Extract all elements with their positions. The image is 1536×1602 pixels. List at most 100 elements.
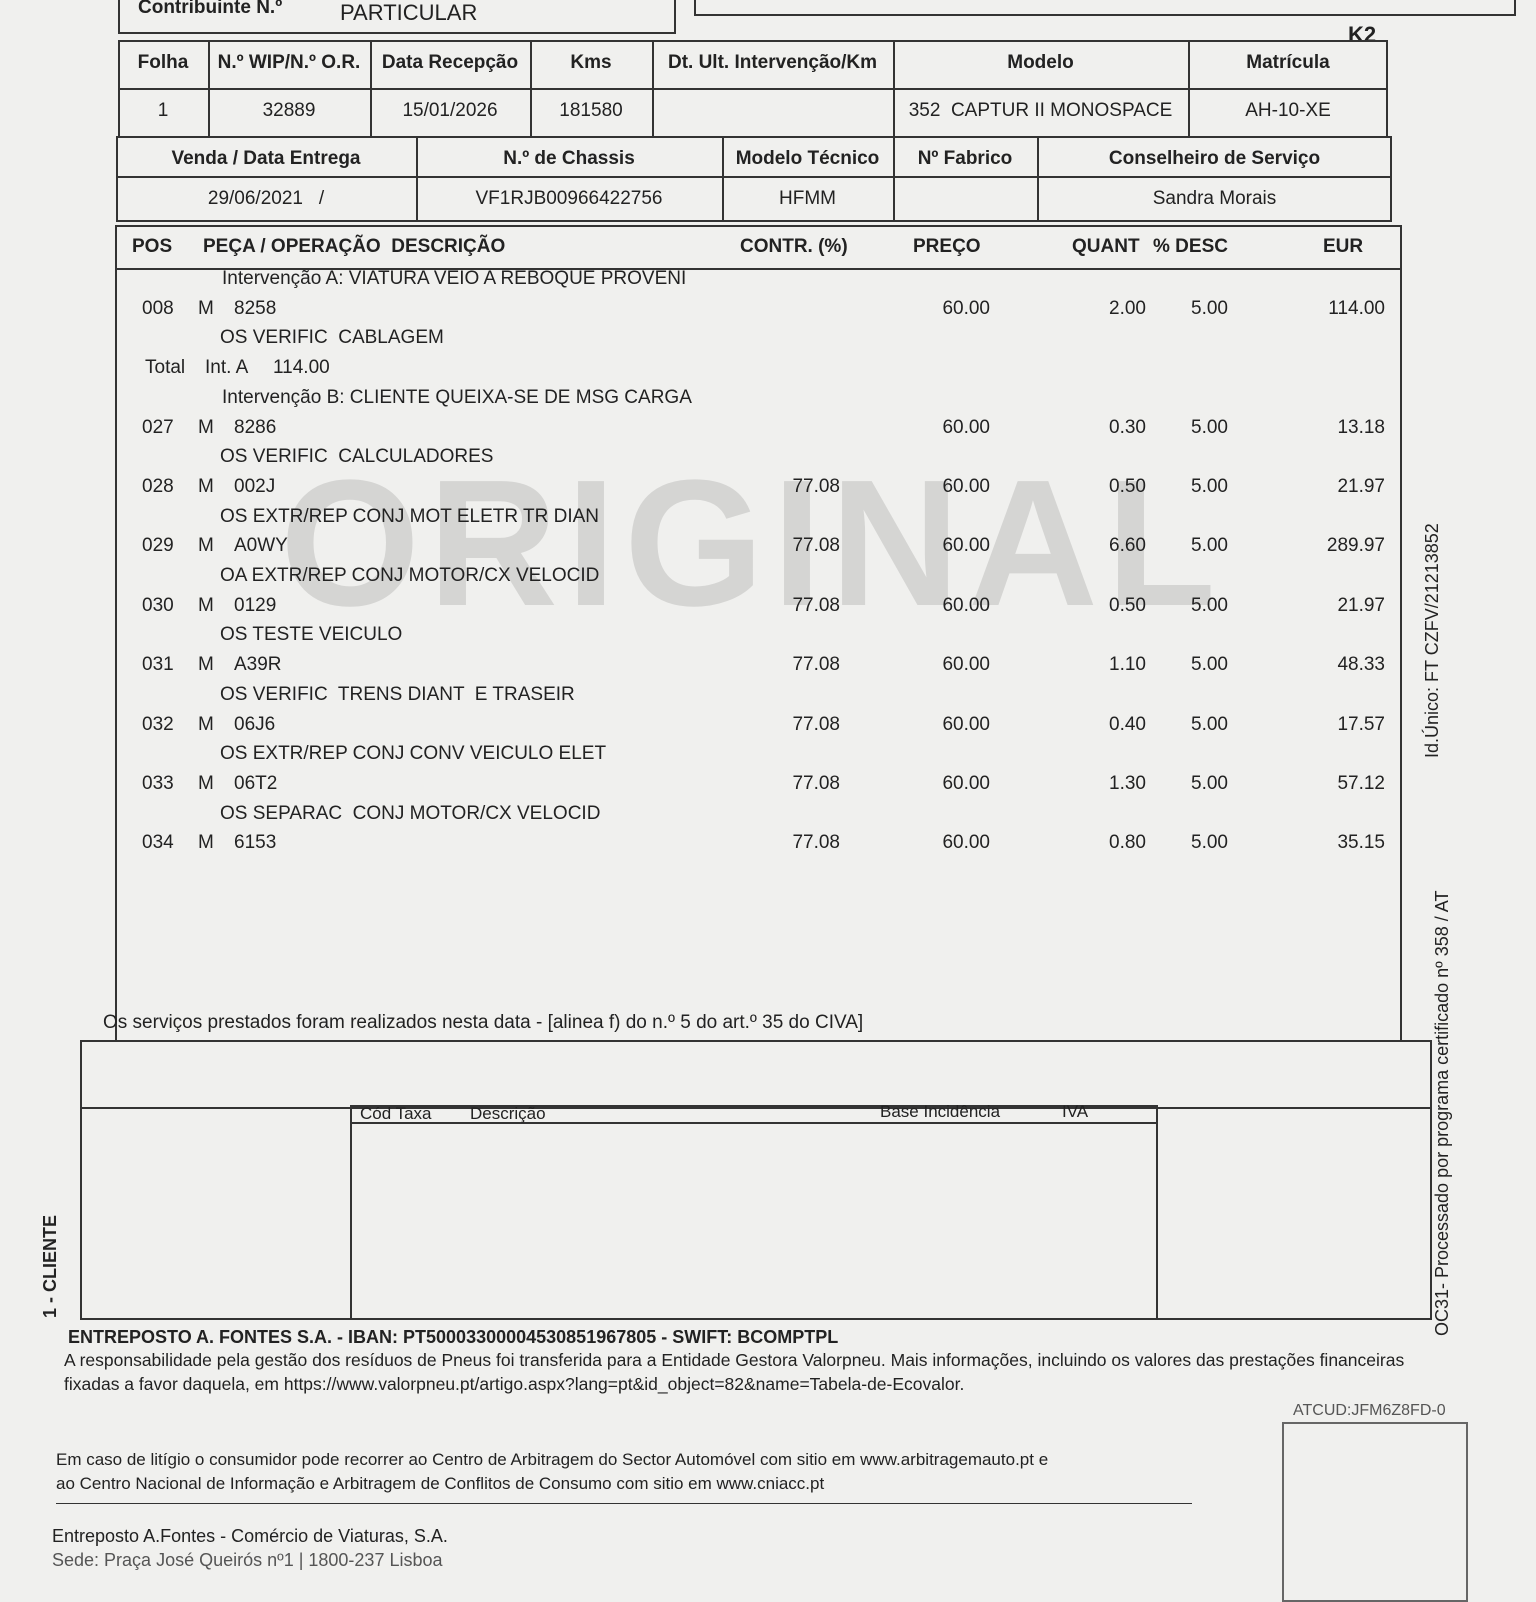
line-pos: 008 bbox=[142, 297, 174, 319]
line-code: A0WY bbox=[234, 535, 288, 557]
valorpneu-text: A responsabilidade pela gestão dos resíd… bbox=[64, 1350, 1405, 1370]
line-text: OS EXTR/REP CONJ CONV VEICULO ELET bbox=[220, 743, 607, 765]
column-label: Dt. Ult. Intervenção/Km bbox=[667, 52, 878, 73]
line-kind: M bbox=[198, 713, 214, 735]
unique-id: Id.Único: FT CZFV/21213852 bbox=[1422, 523, 1442, 758]
line-code: 8258 bbox=[234, 297, 277, 319]
column-header: EUR bbox=[1323, 236, 1364, 257]
line-qty: 0.40 bbox=[1109, 713, 1146, 735]
row-rule bbox=[116, 176, 1392, 178]
line-pos: 032 bbox=[142, 713, 174, 735]
column-label: Modelo bbox=[1007, 52, 1074, 73]
line-price: 60.00 bbox=[942, 772, 990, 794]
copy-label: 1 - CLIENTE bbox=[40, 1214, 60, 1318]
line-discount: 5.00 bbox=[1191, 772, 1228, 794]
line-qty: 0.50 bbox=[1109, 594, 1146, 616]
watermark: ORIGINAL bbox=[280, 443, 1224, 644]
contribuinte-value: PARTICULAR bbox=[340, 0, 478, 25]
qr-box bbox=[1282, 1422, 1468, 1602]
column-value: AH-10-XE bbox=[1245, 100, 1331, 121]
column-value: 15/01/2026 bbox=[402, 100, 498, 121]
line-pos: 030 bbox=[142, 594, 174, 616]
column-label: N.º de Chassis bbox=[503, 148, 635, 169]
column-label: Modelo Técnico bbox=[735, 148, 880, 169]
header-rule bbox=[115, 268, 1402, 270]
line-text: OS VERIFIC CALCULADORES bbox=[220, 446, 494, 468]
line-code: A39R bbox=[234, 654, 282, 676]
atcud: ATCUD:JFM6Z8FD-0 bbox=[1293, 1402, 1446, 1419]
line-price: 60.00 bbox=[942, 535, 990, 557]
line-price: 60.00 bbox=[942, 416, 990, 438]
line-discount: 5.00 bbox=[1191, 654, 1228, 676]
column-value: VF1RJB00966422756 bbox=[475, 188, 663, 209]
line-eur: 21.97 bbox=[1337, 594, 1385, 616]
col-rule bbox=[893, 136, 895, 222]
line-contr: 77.08 bbox=[792, 832, 840, 854]
line-kind: M bbox=[198, 416, 214, 438]
line-contr: 77.08 bbox=[792, 713, 840, 735]
tax-header: Cód Taxa bbox=[360, 1104, 432, 1123]
contribuinte-box bbox=[118, 0, 676, 34]
line-kind: M bbox=[198, 594, 214, 616]
totals-box bbox=[80, 1040, 1432, 1320]
line-code: 06J6 bbox=[234, 713, 276, 735]
line-qty: 1.10 bbox=[1109, 654, 1146, 676]
line-code: 6153 bbox=[234, 832, 277, 854]
column-label: Data Recepção bbox=[381, 52, 519, 73]
column-header: PREÇO bbox=[913, 236, 981, 257]
line-qty: 1.30 bbox=[1109, 772, 1146, 794]
line-text: OS EXTR/REP CONJ MOT ELETR TR DIAN bbox=[220, 505, 600, 527]
column-value: 352 CAPTUR II MONOSPACE bbox=[908, 100, 1173, 121]
line-code: 8286 bbox=[234, 416, 277, 438]
column-value: 181580 bbox=[559, 100, 623, 121]
line-price: 60.00 bbox=[942, 713, 990, 735]
company: Entreposto A.Fontes - Comércio de Viatur… bbox=[52, 1526, 448, 1546]
bank-line: ENTREPOSTO A. FONTES S.A. - IBAN: PT5000… bbox=[68, 1327, 839, 1347]
tax-header-rule bbox=[350, 1122, 1158, 1124]
column-label: N.º WIP/N.º O.R. bbox=[217, 52, 361, 73]
line-contr: 77.08 bbox=[792, 654, 840, 676]
line-eur: 21.97 bbox=[1337, 475, 1385, 497]
column-label: Venda / Data Entrega bbox=[171, 148, 361, 169]
line-eur: 13.18 bbox=[1337, 416, 1385, 438]
line-kind: M bbox=[198, 654, 214, 676]
dispute-text: Em caso de litígio o consumidor pode rec… bbox=[56, 1450, 1049, 1469]
line-discount: 5.00 bbox=[1191, 416, 1228, 438]
col-rule bbox=[722, 136, 724, 222]
lines-table bbox=[115, 225, 1402, 1040]
line-eur: 57.12 bbox=[1337, 772, 1385, 794]
line-eur: 35.15 bbox=[1337, 832, 1385, 854]
line-discount: 5.00 bbox=[1191, 475, 1228, 497]
line-contr: 77.08 bbox=[792, 772, 840, 794]
line-contr: 77.08 bbox=[792, 535, 840, 557]
dispute-text: ao Centro Nacional de Informação e Arbit… bbox=[56, 1474, 825, 1493]
col-rule bbox=[370, 40, 372, 138]
column-header: QUANT bbox=[1072, 236, 1140, 257]
tax-header: Base Incidência bbox=[880, 1102, 1001, 1121]
line-price: 60.00 bbox=[942, 654, 990, 676]
line-qty: 0.30 bbox=[1109, 416, 1146, 438]
line-kind: M bbox=[198, 832, 214, 854]
line-discount: 5.00 bbox=[1191, 594, 1228, 616]
line-qty: 2.00 bbox=[1109, 297, 1146, 319]
col-rule bbox=[1037, 136, 1039, 222]
line-discount: 5.00 bbox=[1191, 832, 1228, 854]
tax-table bbox=[350, 1105, 1158, 1320]
col-rule bbox=[1188, 40, 1190, 138]
line-pos: 029 bbox=[142, 535, 174, 557]
line-text: OS TESTE VEICULO bbox=[220, 624, 403, 646]
line-pos: 028 bbox=[142, 475, 174, 497]
line-code: 002J bbox=[234, 475, 276, 497]
line-intervention: Int. A bbox=[205, 357, 249, 379]
col-rule bbox=[416, 136, 418, 222]
line-price: 60.00 bbox=[942, 594, 990, 616]
sheet-code: K2 bbox=[1348, 22, 1377, 47]
line-eur: 48.33 bbox=[1337, 654, 1385, 676]
address: Sede: Praça José Queirós nº1 | 1800-237 … bbox=[52, 1550, 443, 1570]
certification: OC31- Processado por programa certificad… bbox=[1432, 890, 1452, 1336]
valorpneu-text: fixadas a favor daquela, em https://www.… bbox=[64, 1374, 965, 1394]
line-text: OS VERIFIC CABLAGEM bbox=[220, 327, 444, 349]
line-pos: 027 bbox=[142, 416, 174, 438]
tax-header: Descrição bbox=[470, 1104, 546, 1123]
